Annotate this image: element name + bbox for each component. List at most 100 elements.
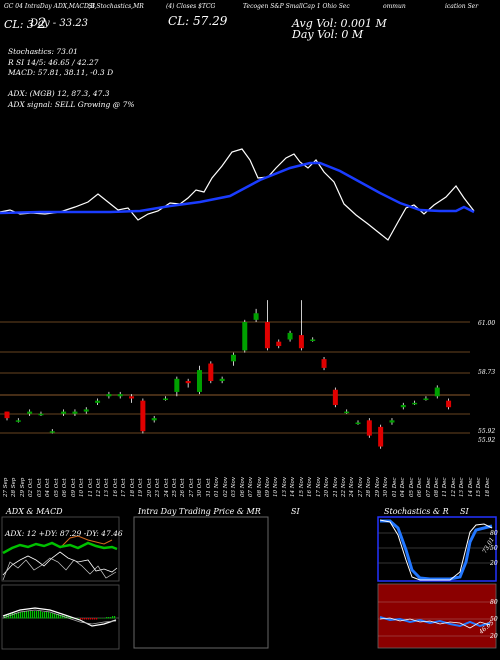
price-axis-label: 55.92 [478,437,496,444]
date-tick-label: 31 Oct [205,478,212,497]
candle-body [378,426,384,447]
header-avg-volume: Avg Vol: 0.001 M [292,17,387,30]
date-tick-label: 28 Nov [366,477,373,497]
date-tick-label: 02 Nov [222,477,229,497]
macd-histogram-bar [26,611,28,619]
header-close-value: CL: 57.29 [168,14,228,28]
macd-signal-line [2,609,117,625]
date-tick-label: 08 Dec [433,477,440,498]
date-tick-label: 03 Nov [231,477,238,497]
candle-body [117,394,123,397]
si-title: SI [291,507,300,516]
macd-histogram-bar [34,611,36,619]
macd-histogram-bar [100,618,102,619]
date-tick-label: 08 Nov [256,477,263,497]
candle-body [412,402,418,405]
macd-histogram-bar [10,614,12,619]
date-tick-label: 06 Oct [62,478,69,497]
candle-body [15,420,21,422]
rsi-line [379,617,491,629]
candle-body [242,322,248,351]
macd-histogram-bar [32,611,34,619]
macd-histogram-bar [70,617,72,619]
adx-di-plus-line [2,541,118,555]
stoch-tick-label: 50 [490,545,498,552]
stoch-tick-label: 20 [490,560,498,567]
adx-macd-title: ADX & MACD [6,507,63,516]
date-tick-label: 05 Oct [53,478,60,497]
macd-histogram-bar [84,618,86,620]
candle-body [174,378,180,392]
candle-body [185,380,191,384]
adx-di-minus-line [2,551,118,576]
stochastic-k-line [379,519,493,581]
macd-histogram-bar [42,612,44,619]
candle-body [27,411,33,414]
macd-histogram-bar [98,618,100,619]
rsi-tick-label: 50 [490,616,498,623]
macd-histogram-bar [48,612,50,619]
date-tick-label: 10 Nov [273,477,280,497]
candle-body [208,363,214,381]
macd-histogram-bar [4,615,6,619]
candle-body [400,405,406,408]
macd-histogram-bar [30,611,32,619]
candle-body [83,409,89,412]
candle-body [287,332,293,340]
date-tick-label: 13 Dec [459,477,466,498]
date-tick-label: 24 Oct [163,478,170,497]
date-tick-label: 13 Nov [281,477,288,497]
cl-value-big: 2 [37,16,47,32]
macd-histogram-bar [92,618,94,620]
price-axis-label: 55.92 [478,428,496,435]
candle-body [4,411,10,419]
date-tick-label: 30 Nov [383,477,390,497]
date-tick-label: 26 Oct [180,478,187,497]
stochastics-si-title: SI [460,507,469,516]
date-tick-label: 15 Nov [298,477,305,497]
candle-body [95,400,101,403]
macd-line [2,607,117,627]
rsi-signal-line [379,616,491,628]
macd-histogram-bar [112,616,114,619]
stochastic-d-line [380,519,493,581]
macd-histogram-bar [102,618,104,619]
header-title-segment: SI,Stochastics,MR [88,3,144,10]
date-tick-label: 07 Nov [248,477,255,497]
candle-body [163,398,169,400]
header-title-segment: Tecogen S&P SmallCap 1 Ohio Sec [243,3,350,10]
macd-histogram-bar [46,612,48,619]
macd-histogram-bar [16,613,18,619]
candle-body [151,418,157,421]
date-tick-label: 02 Oct [28,478,35,497]
stoch-tick-label: 80 [490,530,498,537]
macd-histogram-bar [28,611,30,619]
candle-body [230,354,236,362]
date-tick-label: 17 Oct [121,478,128,497]
candle-body [49,431,55,433]
candle-body [106,394,112,397]
candle-body [298,335,304,349]
date-tick-label: 12 Dec [450,477,457,498]
date-tick-label: 14 Nov [290,477,297,497]
macd-histogram-bar [12,613,14,619]
macd-histogram-bar [110,617,112,619]
macd-histogram-bar [86,618,88,620]
candle-body [446,400,452,408]
macd-histogram-bar [88,618,90,620]
date-tick-label: 16 Oct [112,478,119,497]
header-day-change: Day - 33.23 [30,18,88,29]
macd-histogram-bar [38,611,40,619]
macd-histogram-bar [96,618,98,620]
date-tick-label: 01 Nov [214,477,221,497]
candle-body [321,359,327,368]
candle-body [140,400,146,432]
date-tick-label: 09 Oct [70,478,77,497]
header-title-segment: ommun [383,3,406,10]
macd-histogram-bar [22,612,24,619]
macd-histogram-bar [106,617,108,619]
price-axis-label: 61.00 [478,320,496,327]
macd-histogram-bar [56,614,58,619]
adx-readout: ADX: 12 +DY: 87.29 -DY: 47.46 [5,529,123,538]
